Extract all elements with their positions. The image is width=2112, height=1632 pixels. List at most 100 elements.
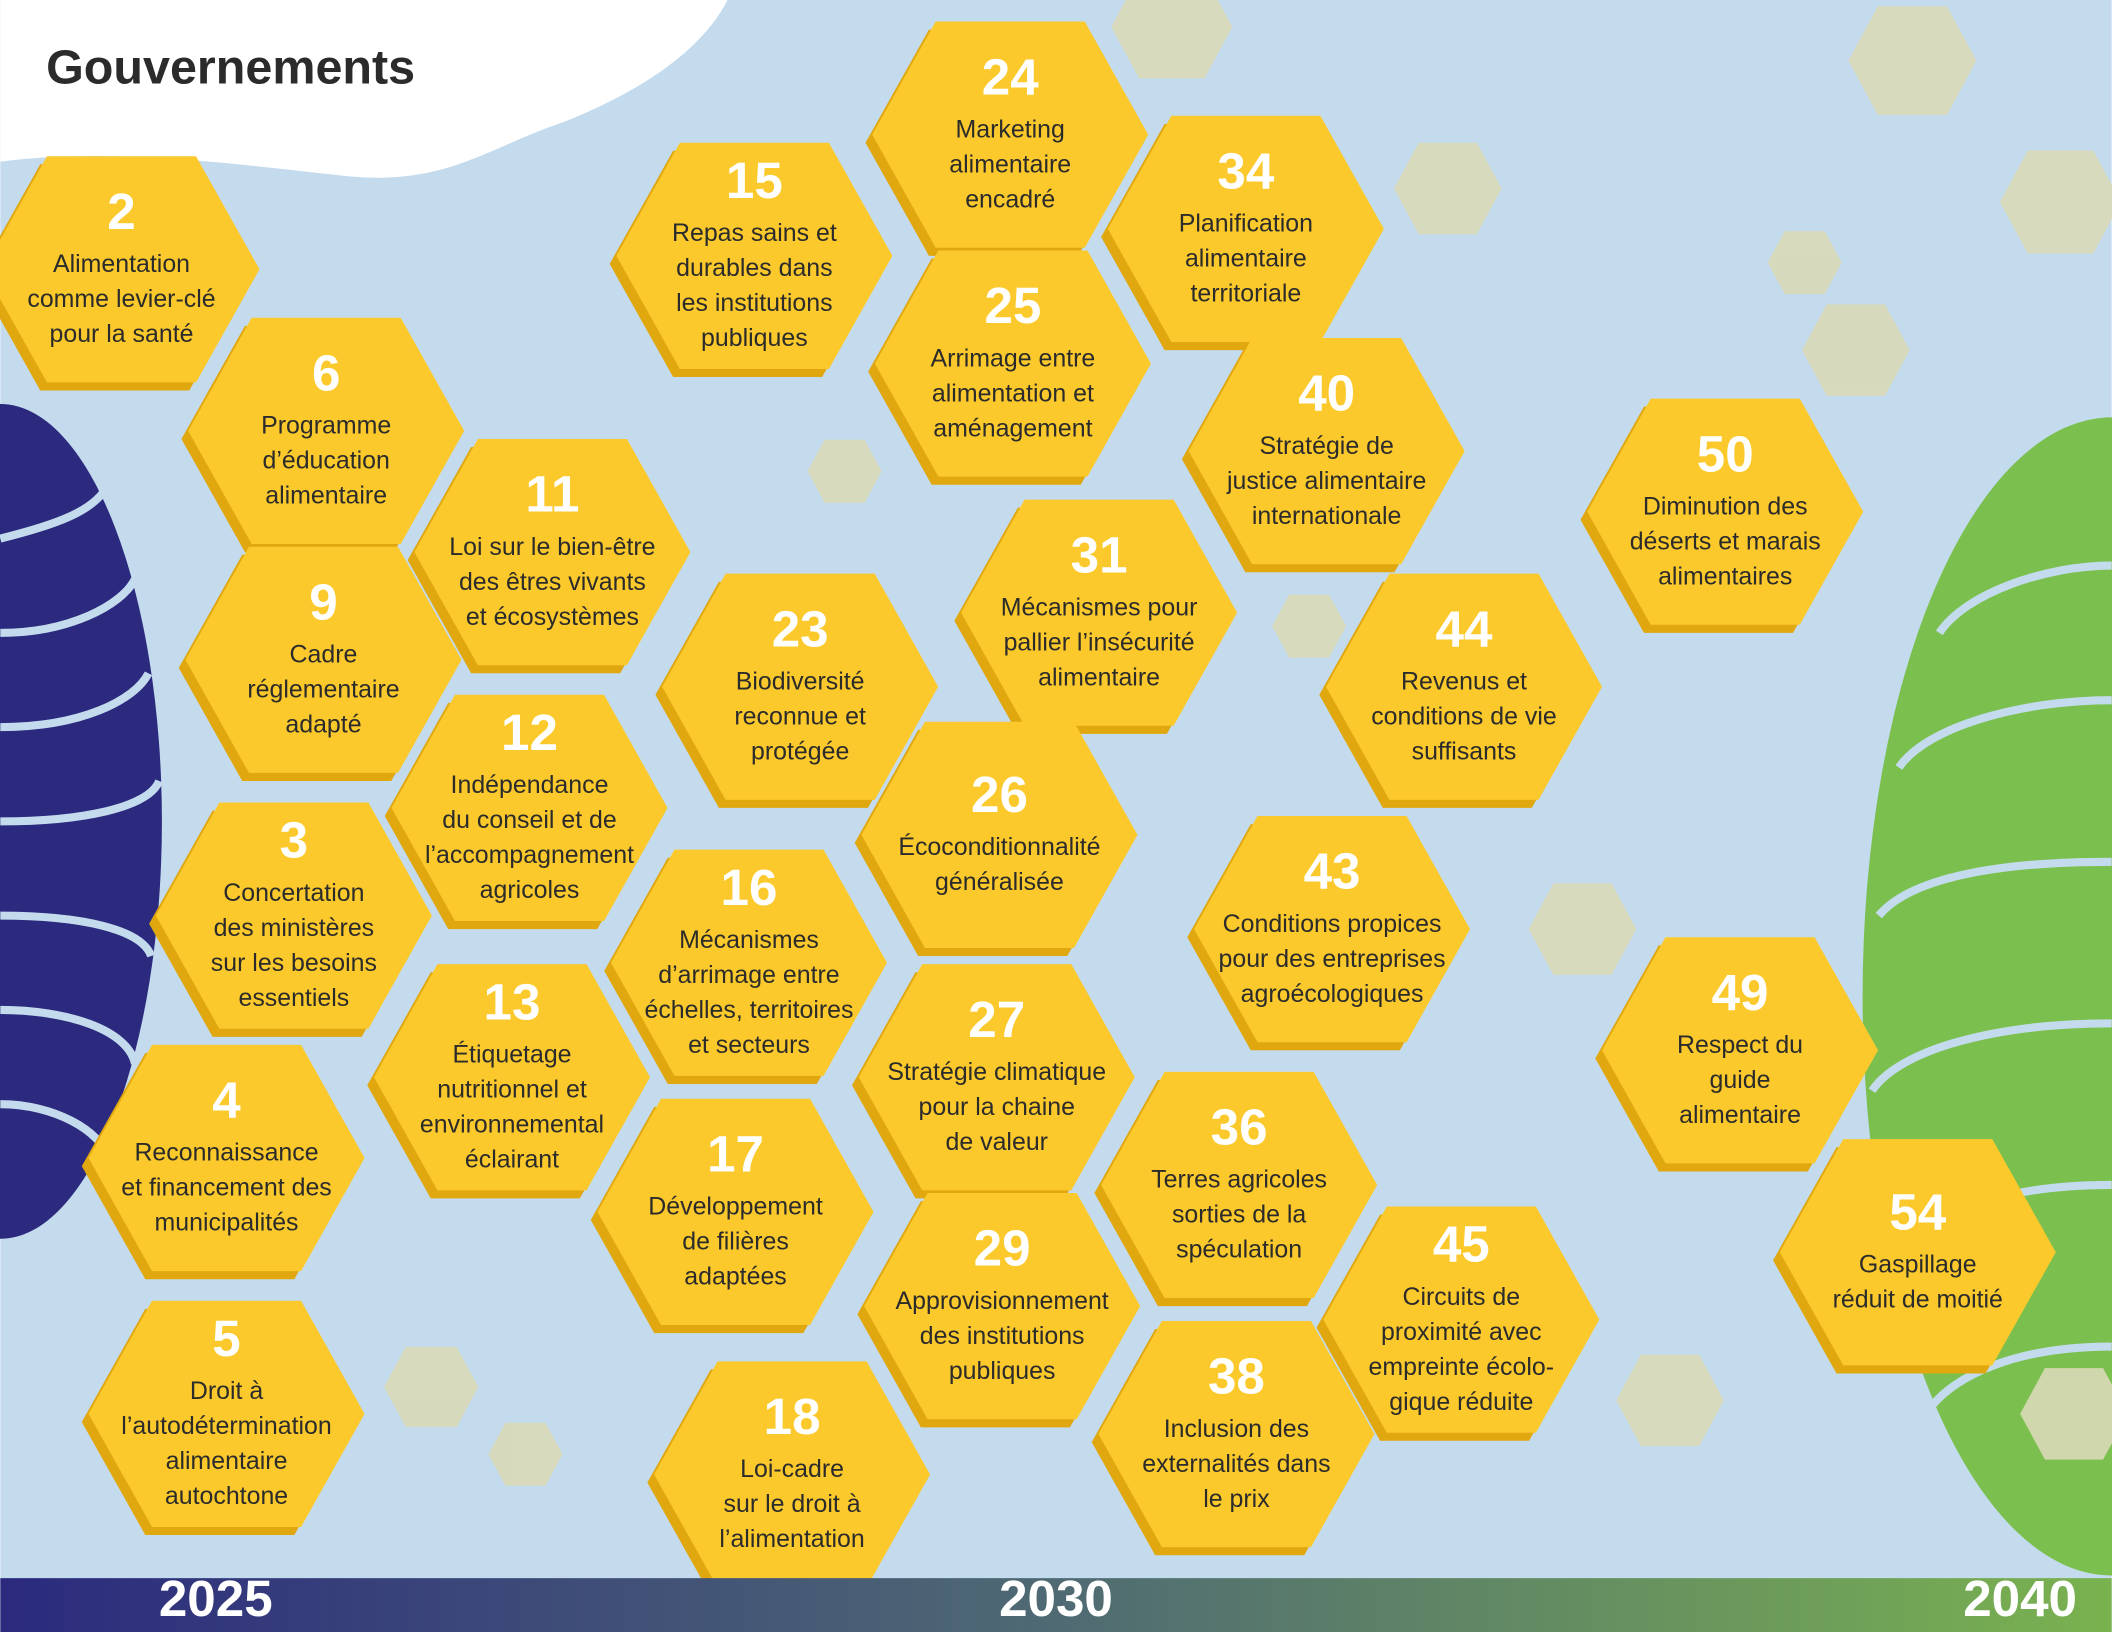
hex-number: 31 (1071, 526, 1128, 583)
hex-label: sur le droit à (724, 1490, 861, 1518)
year-label: 2040 (1963, 1570, 2077, 1627)
hex-label: alimentaire (1185, 245, 1307, 273)
hex-label: des institutions (920, 1322, 1085, 1350)
hex-label: Mécanismes (679, 926, 819, 954)
hex-number: 26 (971, 766, 1028, 823)
hex-label: externalités dans (1142, 1450, 1330, 1478)
hex-label: suffisants (1412, 737, 1517, 765)
hex-label: de valeur (946, 1128, 1048, 1156)
hex-label: Cadre (290, 640, 358, 668)
hex-label: internationale (1252, 502, 1402, 530)
hex-label: environnemental (420, 1110, 604, 1138)
hex-number: 12 (501, 704, 558, 761)
hex-label: Étiquetage (452, 1039, 571, 1068)
hex-number: 4 (212, 1072, 241, 1129)
hex-label: Stratégie climatique (887, 1058, 1106, 1086)
hex-label: Reconnaissance (134, 1139, 318, 1167)
hex-label: alimentaire (949, 150, 1071, 178)
hex-number: 34 (1217, 143, 1274, 200)
hex-number: 27 (968, 991, 1025, 1048)
hex-label: durables dans (676, 254, 832, 282)
hex-label: alimentation et (932, 379, 1094, 407)
hex-number: 36 (1211, 1099, 1268, 1156)
hex-label: Écoconditionnalité (898, 832, 1100, 861)
hex-number: 23 (772, 600, 829, 657)
hex-label: alimentaire (166, 1447, 288, 1475)
hex-label: Circuits de (1402, 1283, 1520, 1311)
hex-label: proximité avec (1381, 1318, 1542, 1346)
hex-label: Marketing (956, 115, 1065, 143)
hex-label: éclairant (465, 1145, 559, 1173)
hex-label: Droit à (190, 1377, 264, 1405)
hex-label: Développement (648, 1193, 823, 1221)
title: Gouvernements (46, 40, 415, 94)
hex-label: adaptées (684, 1263, 786, 1291)
hex-label: les institutions (676, 289, 832, 317)
hex-label: agroécologiques (1241, 980, 1424, 1008)
hex-label: publiques (949, 1357, 1056, 1385)
hex-label: pour la chaine (919, 1093, 1075, 1121)
hex-number: 43 (1304, 843, 1361, 900)
hex-label: Gaspillage (1859, 1250, 1977, 1278)
infographic: Gouvernements 2 Alimentation comme levier-… (0, 0, 2112, 1632)
hex-number: 13 (484, 973, 541, 1030)
hex-number: 18 (764, 1388, 821, 1445)
hex-label: pour la santé (49, 320, 193, 348)
hex-number: 5 (212, 1310, 240, 1367)
hex-number: 24 (982, 48, 1039, 105)
hex-label: d’éducation (262, 447, 389, 475)
hex-label: essentiels (238, 984, 349, 1012)
hex-label: spéculation (1176, 1236, 1302, 1264)
hex-label: Respect du (1677, 1031, 1803, 1059)
hex-label: alimentaire (1038, 663, 1160, 691)
hex-label: généralisée (935, 868, 1064, 896)
hex-number: 54 (1889, 1183, 1946, 1240)
hex-label: Alimentation (53, 250, 190, 278)
hex-label: territoriale (1190, 280, 1301, 308)
hex-label: échelles, territoires (644, 996, 853, 1024)
hex-number: 50 (1697, 425, 1754, 482)
hex-label: réduit de moitié (1833, 1285, 2003, 1313)
hex-label: Indépendance (451, 771, 609, 799)
hex-label: de filières (682, 1228, 789, 1256)
hex-label: Programme (261, 412, 391, 440)
hex-label: comme levier-clé (27, 285, 215, 313)
page: Gouvernements 2 Alimentation comme levier-… (0, 0, 2112, 1632)
hex-label: déserts et marais (1630, 527, 1821, 555)
hex-label: l’alimentation (719, 1525, 864, 1553)
hex-label: Arrimage entre (931, 344, 1096, 372)
hex-label: Concertation (223, 879, 364, 907)
hex-label: alimentaires (1658, 562, 1792, 590)
hex-label: Revenus et (1401, 667, 1527, 695)
hex-label: Repas sains et (672, 219, 837, 247)
hex-label: Loi-cadre (740, 1455, 844, 1483)
hex-label: Inclusion des (1164, 1415, 1309, 1443)
hex-number: 15 (726, 152, 783, 209)
hex-label: du conseil et de (442, 806, 616, 834)
hex-label: municipalités (155, 1209, 299, 1237)
hex-label: Terres agricoles (1151, 1166, 1327, 1194)
hex-label: et secteurs (688, 1031, 810, 1059)
hex-number: 17 (707, 1125, 764, 1182)
hex-label: pour des entreprises (1219, 945, 1446, 973)
year-label: 2030 (999, 1570, 1113, 1627)
hex-number: 45 (1433, 1216, 1490, 1273)
hex-label: aménagement (933, 414, 1092, 442)
hex-number: 49 (1712, 964, 1769, 1021)
hex-label: autochtone (165, 1482, 288, 1510)
hex-label: des êtres vivants (459, 568, 646, 596)
hex-number: 38 (1208, 1348, 1265, 1405)
hex-label: Conditions propices (1223, 910, 1442, 938)
hex-label: guide (1710, 1066, 1771, 1094)
hex-label: pallier l’insécurité (1004, 628, 1195, 656)
hex-number: 2 (107, 183, 135, 240)
hex-label: Planification (1179, 210, 1313, 238)
hex-number: 40 (1298, 365, 1355, 422)
hex-number: 3 (280, 812, 308, 869)
hex-number: 25 (984, 277, 1041, 334)
hex-label: et financement des (121, 1174, 331, 1202)
hex-label: conditions de vie (1371, 702, 1557, 730)
hex-label: le prix (1203, 1485, 1270, 1513)
hex-label: justice alimentaire (1226, 467, 1426, 495)
hex-label: l’autodétermination (121, 1412, 331, 1440)
